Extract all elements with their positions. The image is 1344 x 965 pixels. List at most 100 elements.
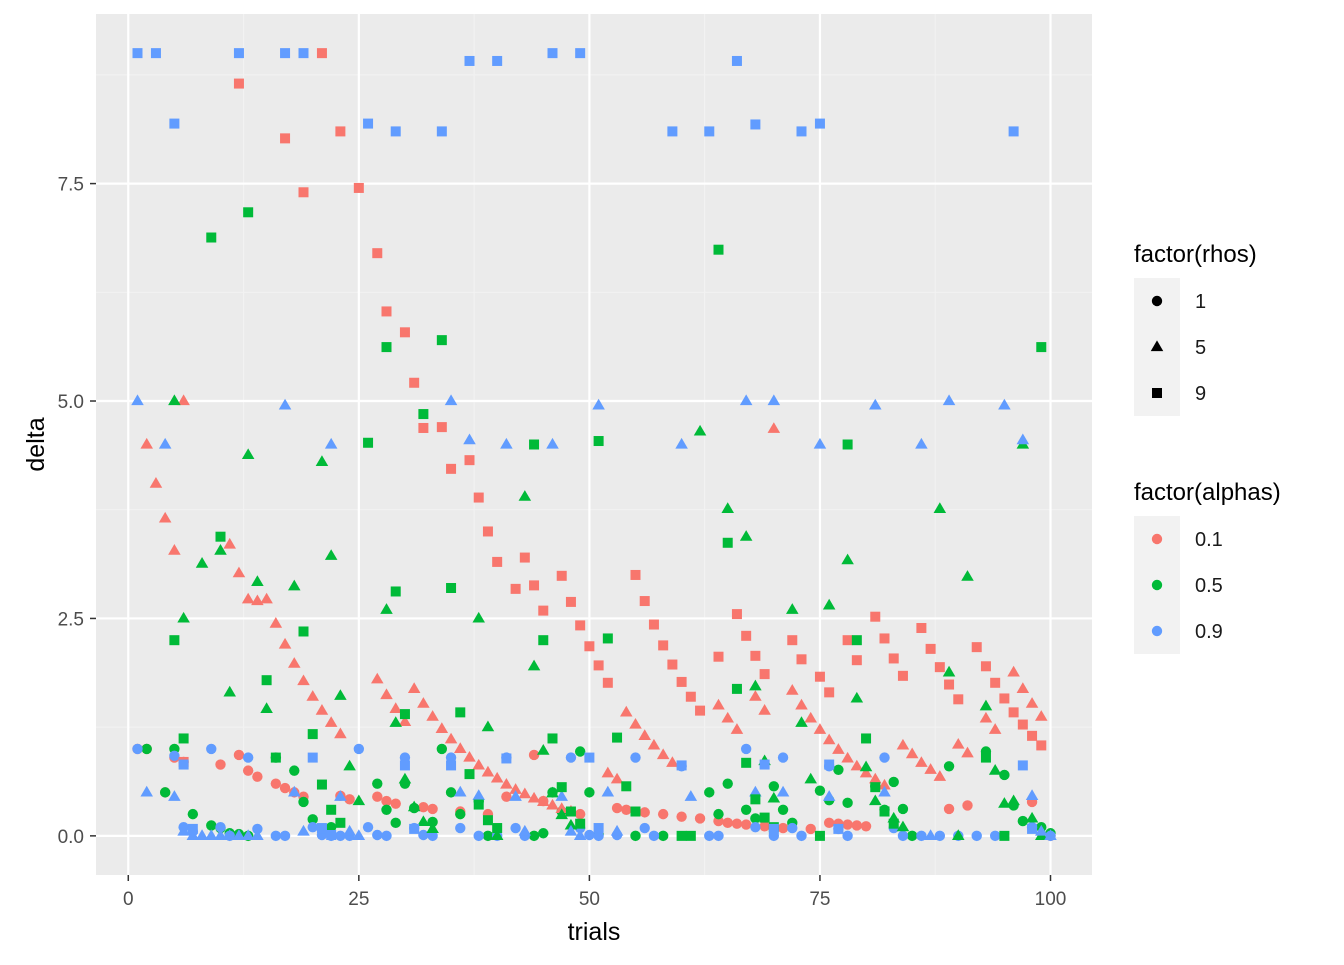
data-point	[630, 569, 641, 580]
data-point	[851, 635, 862, 646]
data-point	[251, 594, 264, 606]
data-point	[418, 422, 429, 433]
series-alpha-0.1-rho-9	[178, 48, 1047, 767]
data-point	[380, 603, 393, 614]
data-point	[704, 126, 715, 137]
data-point	[759, 759, 770, 770]
data-point	[455, 707, 466, 718]
data-point	[666, 756, 679, 767]
data-point	[1036, 342, 1047, 353]
data-point	[584, 787, 595, 798]
data-point	[648, 619, 659, 630]
data-point	[601, 766, 615, 778]
data-point	[556, 782, 567, 793]
data-point	[335, 830, 346, 842]
data-point	[842, 797, 853, 809]
data-point	[934, 830, 946, 842]
data-point	[740, 743, 752, 755]
data-point	[610, 772, 624, 784]
data-point	[657, 808, 669, 820]
data-point	[418, 829, 429, 841]
legend-label: 9	[1195, 383, 1206, 405]
data-point	[223, 685, 236, 697]
data-point	[260, 592, 273, 604]
data-point	[381, 830, 392, 842]
data-point	[390, 586, 401, 597]
data-point	[418, 409, 429, 420]
data-point	[564, 818, 578, 830]
series-alpha-0.9-rho-9	[132, 48, 1038, 840]
data-point	[722, 778, 733, 789]
data-point	[896, 820, 910, 832]
data-point	[630, 830, 641, 842]
data-point	[971, 642, 982, 653]
x-tick-label: 75	[809, 889, 830, 910]
data-point	[381, 804, 392, 815]
data-point	[426, 822, 439, 833]
data-point	[814, 830, 825, 841]
data-point	[178, 733, 189, 744]
data-point	[223, 829, 236, 840]
data-point	[251, 575, 264, 587]
data-point	[334, 790, 347, 801]
y-tick-label: 2.5	[58, 609, 84, 630]
data-point	[741, 757, 752, 768]
data-point	[861, 733, 872, 744]
data-point	[647, 738, 661, 750]
data-point	[897, 670, 908, 681]
data-point	[906, 830, 918, 842]
data-point	[878, 778, 891, 790]
data-point	[527, 791, 541, 803]
data-point	[472, 789, 485, 800]
data-point	[704, 830, 715, 842]
legend-key-symbol	[1150, 340, 1164, 352]
data-point	[897, 830, 909, 842]
data-point	[795, 716, 808, 727]
data-point	[233, 749, 245, 761]
data-point	[776, 785, 790, 797]
data-point	[704, 787, 715, 798]
data-point	[427, 803, 438, 815]
legends: factor(rhos) 1 5 9 factor(alphas) 0.1 0.5 0.9	[1134, 241, 1281, 654]
data-point	[215, 759, 226, 770]
data-point	[206, 820, 217, 831]
x-tick-label: 100	[1035, 889, 1067, 910]
data-point	[676, 811, 687, 822]
data-point	[565, 752, 577, 763]
data-point	[529, 580, 540, 591]
data-point	[352, 794, 366, 806]
data-point	[279, 830, 291, 842]
data-point	[546, 798, 559, 810]
data-point	[280, 133, 291, 144]
data-point	[639, 596, 650, 607]
data-point	[842, 819, 853, 830]
data-point	[952, 829, 965, 840]
data-point	[510, 583, 521, 594]
data-point	[169, 750, 180, 762]
data-point	[676, 830, 687, 841]
data-point	[942, 665, 956, 677]
data-point	[942, 394, 956, 406]
data-point	[278, 398, 292, 410]
data-point	[481, 765, 495, 777]
data-point	[684, 790, 698, 801]
data-point	[158, 437, 172, 449]
data-point	[288, 579, 301, 591]
data-point	[999, 693, 1010, 704]
data-point	[417, 815, 430, 827]
data-point	[353, 743, 365, 755]
data-point	[610, 824, 624, 836]
data-point	[592, 398, 605, 410]
data-point	[492, 823, 503, 834]
data-point	[555, 808, 568, 820]
data-point	[988, 764, 1002, 775]
data-point	[186, 829, 200, 840]
data-point	[556, 570, 567, 581]
data-point	[675, 437, 688, 449]
data-point	[851, 655, 862, 666]
data-point	[298, 796, 309, 808]
data-point	[481, 720, 495, 732]
data-point	[187, 808, 199, 820]
data-point	[307, 729, 318, 740]
